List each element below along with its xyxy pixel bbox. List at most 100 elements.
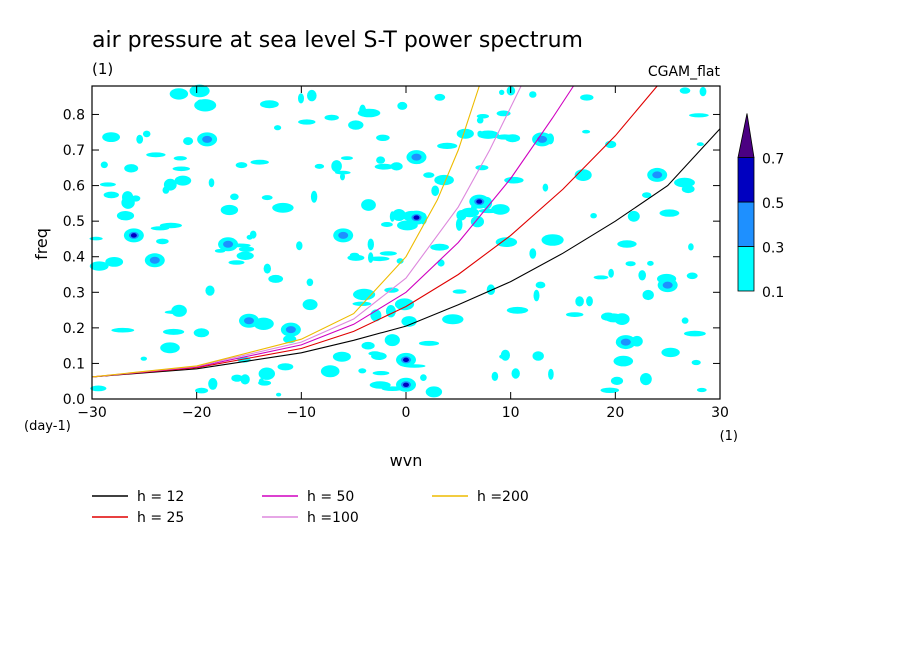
contour-patch-noise: [240, 374, 250, 385]
contour-patch-noise: [642, 192, 652, 199]
y-tick-label: 0.5: [63, 214, 85, 230]
contour-patch-noise: [647, 260, 654, 266]
contour-patch-noise: [434, 174, 454, 186]
legend-label: h = 12: [137, 489, 184, 505]
contour-patch-peak: [403, 382, 409, 387]
contour-patch-noise: [183, 137, 194, 146]
contour-patch-noise: [197, 99, 204, 104]
contour-patch-core: [285, 326, 296, 334]
contour-patch-noise: [600, 387, 620, 393]
y-tick-label: 0.1: [63, 356, 85, 372]
contour-patch-noise: [681, 317, 689, 324]
contour-patch-noise: [442, 314, 464, 325]
contour-patch-noise: [111, 327, 135, 333]
contour-patch-noise: [353, 288, 376, 301]
contour-patch-noise: [684, 330, 706, 337]
contour-patch-noise: [674, 177, 695, 188]
contour-patch-noise: [431, 185, 440, 197]
contour-patch-noise: [367, 238, 374, 251]
contour-patch-noise: [582, 129, 591, 134]
y-tick-label: 0.7: [63, 143, 85, 159]
contour-patch-noise: [258, 367, 275, 380]
contour-patch-core: [149, 256, 160, 264]
contour-patch-noise: [268, 274, 284, 283]
contour-patch-noise: [100, 161, 108, 169]
contour-patch-noise: [171, 304, 187, 317]
y-tick-label: 0.8: [63, 107, 85, 123]
contour-patch-noise: [340, 172, 345, 181]
contour-patch-noise: [150, 226, 170, 231]
contour-patch-noise: [605, 313, 623, 323]
contour-patches: [89, 84, 709, 398]
y-unit-label: (day-1): [24, 419, 71, 434]
contour-patch-peak: [413, 215, 420, 220]
y-tick-label: 0.2: [63, 321, 85, 337]
contour-patch-noise: [368, 351, 382, 356]
contour-patch-noise: [397, 101, 408, 110]
contour-patch-noise: [533, 289, 540, 302]
contour-patch-noise: [105, 257, 124, 267]
contour-patch-noise: [374, 163, 394, 170]
y-tick-label: 0.3: [63, 285, 85, 301]
contour-patch-noise: [679, 87, 691, 94]
contour-patch-noise: [238, 246, 255, 252]
contour-patch-noise: [90, 385, 107, 392]
contour-patch-noise: [477, 130, 483, 137]
contour-patch-noise: [277, 363, 294, 371]
contour-patch-noise: [423, 172, 435, 178]
contour-patch-noise: [401, 316, 417, 327]
contour-patch-noise: [384, 334, 400, 347]
contour-patch-noise: [163, 178, 177, 191]
contour-patch-noise: [437, 142, 458, 149]
contour-patch-noise: [205, 285, 215, 296]
legend-label: h =100: [307, 510, 359, 526]
contour-patch-noise: [298, 93, 304, 104]
chart-title: air pressure at sea level S-T power spec…: [92, 28, 583, 53]
contour-patch-noise: [122, 191, 134, 204]
contour-patch-noise: [477, 130, 499, 139]
contour-patch-noise: [470, 215, 484, 228]
legend-label: h = 25: [137, 510, 184, 526]
contour-patch-noise: [358, 368, 367, 374]
contour-patch-noise: [352, 301, 372, 306]
contour-patch-noise: [146, 152, 166, 158]
x-unit-label: (1): [720, 429, 738, 444]
x-tick-label: 20: [606, 405, 624, 421]
contour-patch-noise: [140, 356, 147, 361]
contour-patch-noise: [89, 261, 109, 271]
contour-patch-core: [537, 135, 548, 143]
contour-patch-noise: [102, 132, 120, 143]
contour-patch-core: [202, 135, 213, 143]
contour-patch-noise: [691, 359, 701, 366]
contour-patch-noise: [260, 100, 279, 109]
contour-patch-noise: [689, 113, 709, 118]
contour-patch-noise: [261, 195, 273, 201]
contour-patch-noise: [228, 260, 245, 265]
contour-patch-noise: [348, 120, 364, 130]
contour-patch-noise: [272, 202, 294, 213]
contour-patch-noise: [263, 263, 271, 274]
contour-patch-noise: [220, 204, 239, 216]
contour-patch-noise: [437, 259, 445, 267]
contour-patch-noise: [499, 354, 509, 360]
x-tick-label: 30: [711, 405, 729, 421]
contour-patch-noise: [306, 278, 314, 287]
contour-patch-noise: [627, 210, 640, 222]
contour-patch-noise: [376, 156, 386, 164]
contour-patch-noise: [173, 156, 187, 161]
contour-patch-noise: [331, 160, 342, 173]
contour-patch-noise: [420, 374, 427, 381]
contour-patch-noise: [699, 86, 707, 97]
legend-label: h =200: [477, 489, 529, 505]
colorbar-label: 0.7: [762, 152, 784, 168]
contour-patch-noise: [172, 166, 190, 172]
contour-patch-noise: [349, 252, 360, 258]
x-tick-label: 10: [502, 405, 520, 421]
contour-patch-noise: [625, 261, 636, 267]
contour-patch-noise: [324, 114, 339, 121]
contour-patch-core: [620, 338, 631, 346]
x-axis-label: wvn: [390, 451, 423, 470]
series-line: [91, 85, 658, 378]
series-line: [91, 85, 574, 378]
